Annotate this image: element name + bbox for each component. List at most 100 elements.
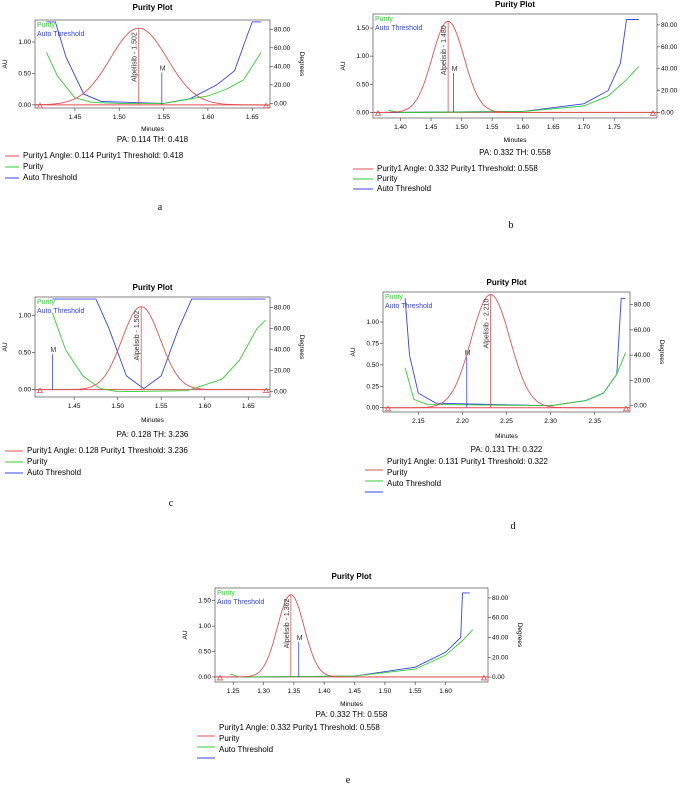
y2-axis-label: Degrees bbox=[298, 335, 305, 360]
x-tick-label: 1.55 bbox=[409, 688, 422, 695]
x-tick-label: 1.60 bbox=[202, 114, 215, 121]
legend-auto-threshold: Auto Threshold bbox=[37, 308, 84, 315]
x-tick-label: 2.25 bbox=[500, 418, 513, 425]
legend-row: Auto Threshold bbox=[219, 745, 273, 754]
y2-tick-label: 0.00 bbox=[634, 403, 647, 410]
x-tick-label: 1.55 bbox=[486, 124, 499, 131]
x-tick-label: 1.45 bbox=[69, 114, 82, 121]
x-tick-label: 2.20 bbox=[456, 418, 469, 425]
subfigure-label: c bbox=[169, 498, 174, 509]
legend-auto-threshold: Auto Threshold bbox=[217, 599, 264, 606]
x-tick-label: 1.45 bbox=[425, 124, 438, 131]
subfigure-label: d bbox=[511, 521, 516, 532]
y-tick-label: 0.50 bbox=[18, 70, 31, 77]
y2-tick-label: 20.00 bbox=[274, 368, 291, 375]
purity-readout: PA: 0.114 TH: 0.418 bbox=[117, 135, 189, 144]
y-tick-label: 0.25 bbox=[366, 383, 379, 390]
legend-purity: Purity bbox=[217, 590, 235, 597]
legend-auto-threshold: Auto Threshold bbox=[375, 25, 422, 32]
y2-tick-label: 0.00 bbox=[274, 389, 287, 396]
plot-frame bbox=[34, 19, 271, 109]
y2-axis-ticks: 0.00 20.00 40.00 60.00 80.00 bbox=[630, 302, 651, 410]
x-tick-label: 1.55 bbox=[157, 114, 170, 121]
y2-axis-ticks: 0.00 20.00 40.00 60.00 80.00 bbox=[270, 305, 291, 396]
purity-curve bbox=[230, 629, 474, 678]
legend-purity: Purity bbox=[385, 294, 403, 301]
y2-tick-label: 0.00 bbox=[274, 100, 287, 107]
integration-start-marker bbox=[216, 674, 224, 681]
y-tick-label: 0.00 bbox=[198, 674, 211, 681]
y2-tick-label: 40.00 bbox=[492, 634, 509, 641]
y-tick-label: 1.50 bbox=[356, 25, 369, 32]
x-tick-label: 1.50 bbox=[379, 688, 392, 695]
x-axis-label: Minutes bbox=[504, 137, 528, 144]
panel-e: Purity Plot 1.25 1.30 1.35 1.40 1.45 1.50 1.55 1… bbox=[182, 570, 523, 786]
x-tick-label: 1.45 bbox=[68, 403, 81, 410]
y-axis-label: AU bbox=[350, 347, 357, 356]
plot-frame bbox=[372, 13, 658, 119]
x-tick-label: 1.45 bbox=[348, 688, 361, 695]
purity-readout: PA: 0.332 TH: 0.558 bbox=[316, 710, 388, 719]
chart-title: Purity Plot bbox=[495, 0, 535, 9]
panel-a: Purity Plot 1.45 1.50 1.55 1.60 1.65 Minutes 0.… bbox=[0, 0, 305, 215]
m-marker-label: M bbox=[50, 347, 56, 354]
legend-row: Purity bbox=[377, 174, 397, 183]
x-tick-label: 1.25 bbox=[227, 688, 240, 695]
integration-end-marker bbox=[649, 110, 657, 116]
y-tick-label: 1.00 bbox=[18, 39, 31, 46]
x-tick-label: 1.50 bbox=[113, 114, 126, 121]
y2-tick-label: 40.00 bbox=[274, 347, 291, 354]
chromatogram-peak bbox=[35, 306, 270, 391]
y-axis-label: AU bbox=[182, 630, 189, 639]
bottom-legend: Purity1 Angle: 0.332 Purity1 Threshold: … bbox=[353, 164, 538, 193]
panel-c: Purity Plot 1.45 1.50 1.55 1.60 1.65 Minutes 0.… bbox=[0, 283, 305, 513]
x-tick-label: 1.65 bbox=[547, 124, 560, 131]
legend-row: Purity1 Angle: 0.332 Purity1 Threshold: … bbox=[219, 723, 380, 732]
legend-row: Auto Threshold bbox=[23, 173, 77, 182]
bottom-legend: Purity1 Angle: 0.332 Purity1 Threshold: … bbox=[197, 723, 380, 759]
panel-d: Purity Plot 2.15 2.20 2.25 2.30 2.35 Minutes 0.… bbox=[335, 275, 685, 535]
x-tick-label: 2.15 bbox=[412, 418, 425, 425]
m-marker-label: M bbox=[160, 66, 166, 73]
y-tick-label: 1.00 bbox=[198, 623, 211, 630]
x-tick-label: 1.40 bbox=[318, 688, 331, 695]
bottom-legend: Purity1 Angle: 0.114 Purity1 Threshold: … bbox=[5, 151, 184, 182]
legend-purity: Purity bbox=[375, 16, 393, 23]
legend-row: Purity bbox=[27, 457, 47, 466]
x-tick-label: 1.75 bbox=[608, 124, 621, 131]
integration-start-marker bbox=[384, 405, 392, 412]
auto-threshold-curve bbox=[230, 592, 470, 678]
y2-tick-label: 40.00 bbox=[661, 66, 678, 73]
y-axis-ticks: 0.00 0.50 1.00 bbox=[18, 313, 35, 394]
y2-tick-label: 0.00 bbox=[661, 110, 674, 117]
purity-plot-d: Purity Plot 2.15 2.20 2.25 2.30 2.35 Minutes 0.… bbox=[350, 278, 665, 532]
purity-plot-c: Purity Plot 1.45 1.50 1.55 1.60 1.65 Minutes 0.… bbox=[2, 283, 305, 509]
purity-readout: PA: 0.128 TH: 3.236 bbox=[117, 430, 189, 439]
x-tick-label: 1.50 bbox=[455, 124, 468, 131]
integration-end-marker bbox=[262, 102, 270, 109]
integration-end-marker bbox=[622, 405, 630, 412]
y-axis-ticks: 0.00 0.25 0.50 0.75 1.00 bbox=[366, 319, 383, 412]
m-marker-label: M bbox=[297, 635, 303, 642]
y2-axis-label: Degrees bbox=[298, 52, 305, 77]
auto-threshold-curve bbox=[404, 297, 626, 407]
y-tick-label: 0.50 bbox=[356, 81, 369, 88]
x-tick-label: 2.35 bbox=[588, 418, 601, 425]
x-axis-label: Minutes bbox=[141, 417, 165, 424]
x-tick-label: 2.30 bbox=[544, 418, 557, 425]
x-tick-label: 1.55 bbox=[155, 403, 168, 410]
plot-frame bbox=[214, 587, 489, 683]
legend-row: Auto Threshold bbox=[387, 479, 441, 488]
auto-threshold-curve bbox=[52, 298, 266, 390]
y-axis-label: AU bbox=[340, 61, 347, 70]
chart-title: Purity Plot bbox=[132, 3, 172, 12]
bottom-legend: Purity1 Angle: 0.128 Purity1 Threshold: … bbox=[5, 446, 188, 477]
peak-label: Alpelisib - 1.502 bbox=[132, 32, 139, 82]
y-tick-label: 0.00 bbox=[366, 405, 379, 412]
y2-tick-label: 40.00 bbox=[274, 63, 291, 70]
purity-curve bbox=[46, 52, 262, 104]
x-axis-ticks: 1.40 1.45 1.50 1.55 1.60 1.65 1.70 1.75 bbox=[394, 118, 621, 131]
chart-title: Purity Plot bbox=[331, 572, 371, 581]
x-axis-label: Minutes bbox=[141, 126, 165, 133]
x-axis-ticks: 1.25 1.30 1.35 1.40 1.45 1.50 1.55 1.60 bbox=[227, 682, 452, 695]
